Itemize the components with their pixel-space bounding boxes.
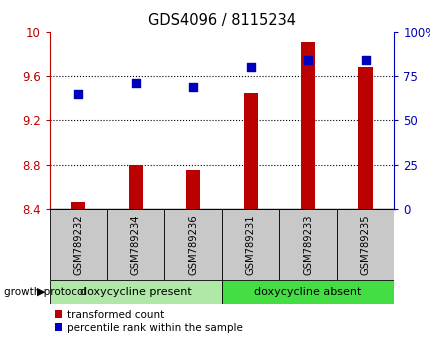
Bar (243, 93, 257, 209)
Point (189, 84, 196, 90)
Text: doxycycline present: doxycycline present (80, 287, 191, 297)
Text: GSM789236: GSM789236 (188, 214, 198, 275)
Point (132, 80, 139, 86)
Point (75, 91, 82, 97)
Text: GSM789235: GSM789235 (360, 214, 370, 275)
Text: doxycycline absent: doxycycline absent (254, 287, 361, 297)
Title: GDS4096 / 8115234: GDS4096 / 8115234 (147, 13, 295, 28)
Text: GSM789232: GSM789232 (73, 214, 83, 275)
Point (304, 57, 311, 63)
Text: GSM789234: GSM789234 (130, 214, 141, 274)
Bar (221, 280, 393, 304)
Bar (164, 209, 221, 280)
Bar (107, 209, 164, 280)
Point (247, 64, 254, 70)
Point (361, 57, 368, 63)
Text: GSM789233: GSM789233 (302, 214, 313, 274)
Text: ▶: ▶ (37, 287, 45, 297)
Text: GSM789231: GSM789231 (245, 214, 255, 275)
Bar (300, 42, 315, 209)
Bar (336, 209, 393, 280)
Bar (279, 209, 336, 280)
Text: growth protocol: growth protocol (4, 287, 86, 297)
Bar (358, 67, 372, 209)
Bar (49, 209, 107, 280)
Legend: transformed count, percentile rank within the sample: transformed count, percentile rank withi… (55, 310, 243, 333)
Bar (128, 165, 143, 209)
Bar (71, 202, 85, 209)
Bar (49, 280, 221, 304)
Bar (186, 170, 200, 209)
Bar (221, 209, 279, 280)
